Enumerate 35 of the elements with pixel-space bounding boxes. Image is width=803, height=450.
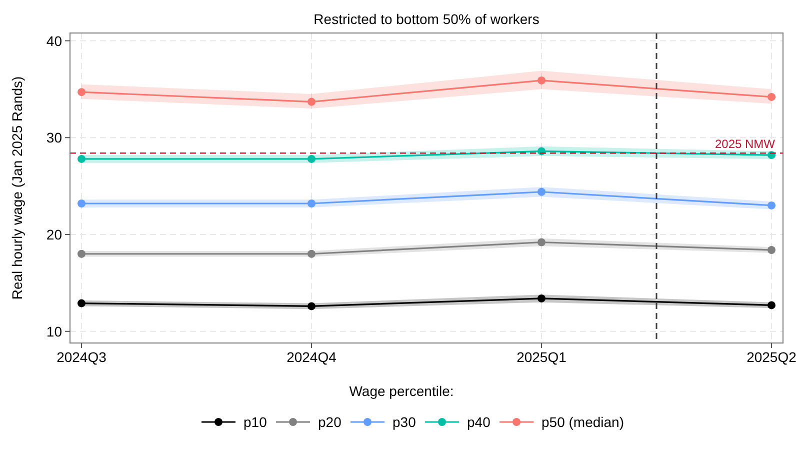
point: [308, 98, 316, 106]
point: [768, 246, 776, 254]
legend-label: p20: [318, 414, 342, 430]
chart-title: Restricted to bottom 50% of workers: [314, 11, 540, 27]
point: [78, 299, 86, 308]
point: [78, 200, 86, 208]
y-tick-label: 10: [46, 323, 62, 340]
point: [538, 188, 546, 196]
ref-line-label: 2025 NMW: [714, 137, 776, 152]
point: [538, 238, 546, 246]
legend-label: p10: [244, 414, 268, 430]
legend-title: Wage percentile:: [349, 383, 454, 399]
y-axis-title: Real hourly wage (Jan 2025 Rands): [9, 76, 25, 300]
point: [78, 154, 86, 163]
point: [308, 200, 316, 208]
point: [308, 250, 316, 258]
point: [538, 294, 546, 302]
x-tick-label: 2024Q4: [286, 349, 337, 365]
legend-label: p40: [467, 414, 491, 430]
y-tick-label: 40: [46, 32, 62, 49]
x-tick-label: 2025Q2: [746, 349, 797, 365]
y-tick-label: 30: [46, 130, 62, 146]
x-tick-label: 2024Q3: [56, 349, 107, 365]
point: [78, 250, 86, 258]
y-tick-label: 20: [46, 226, 62, 242]
legend-label: p50 (median): [542, 414, 624, 430]
point: [308, 302, 316, 310]
x-tick-label: 2025Q1: [516, 349, 567, 365]
point: [768, 92, 776, 101]
legend-label: p30: [392, 414, 416, 430]
point: [768, 201, 776, 210]
point: [538, 76, 546, 84]
point: [768, 301, 776, 310]
point: [78, 88, 86, 96]
point: [308, 154, 316, 163]
